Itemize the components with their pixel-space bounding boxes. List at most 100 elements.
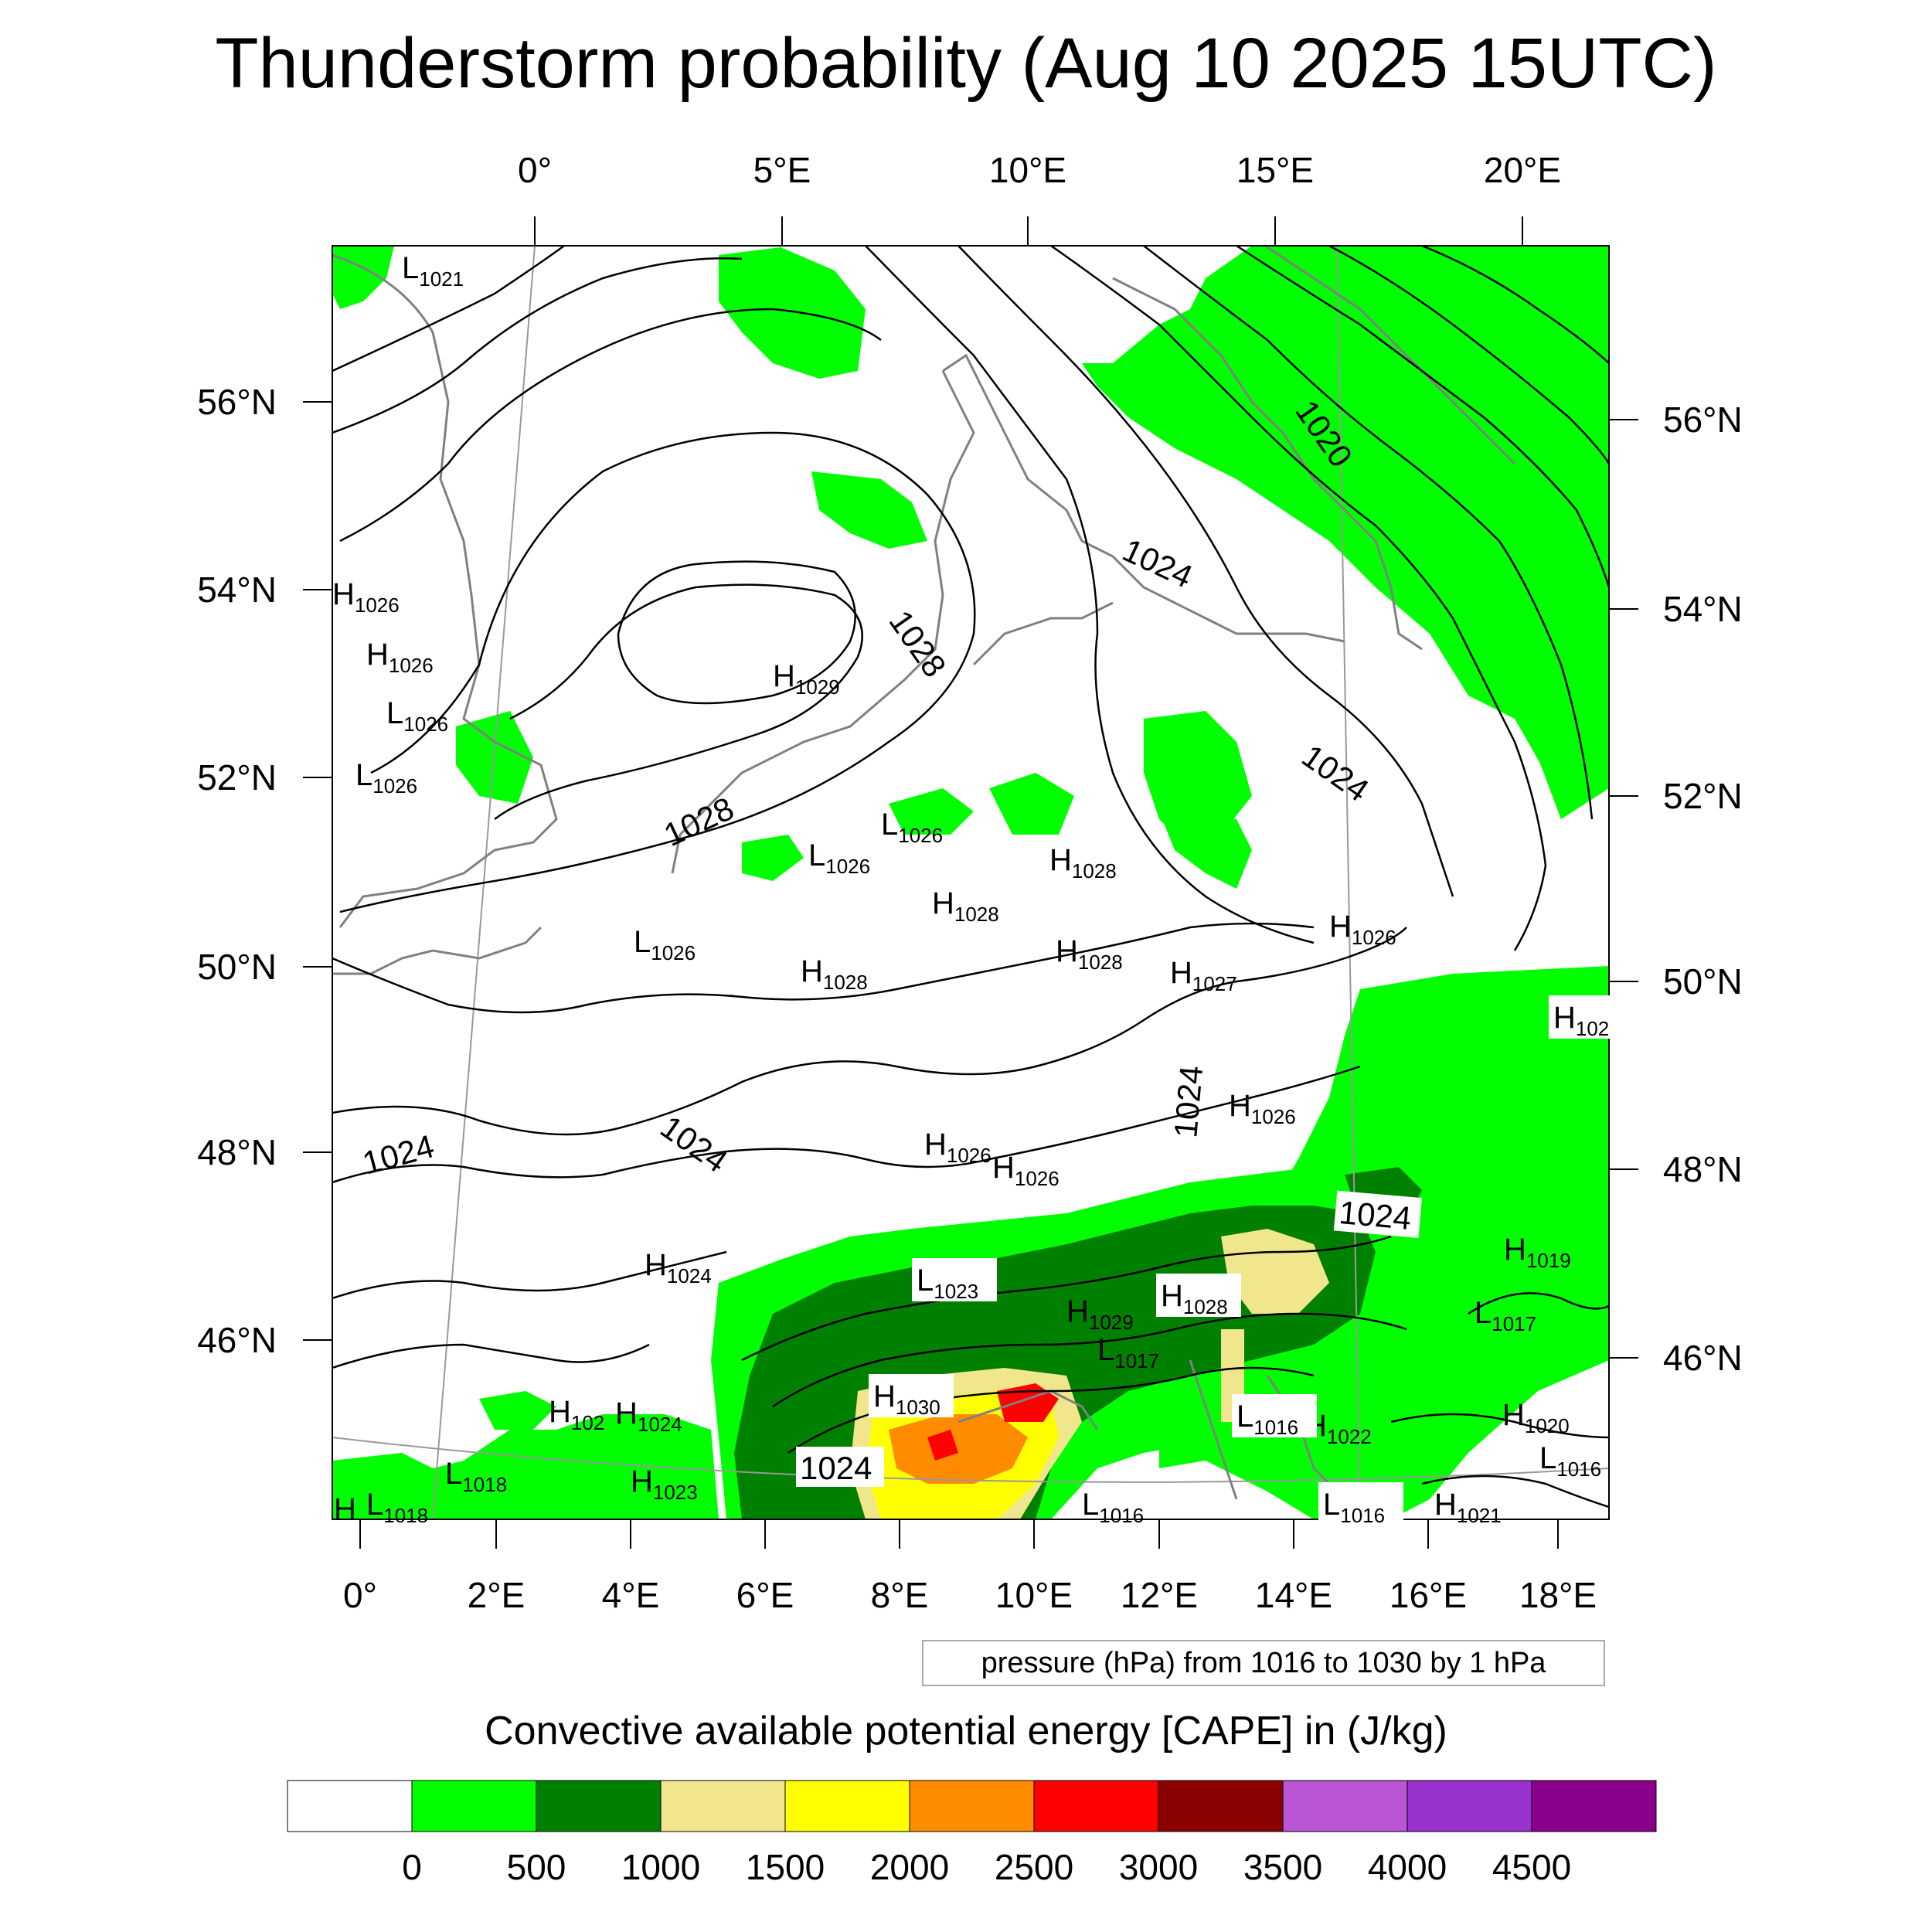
colorbar-tick-label: 2000 xyxy=(870,1847,949,1887)
isobar-label: 1028 xyxy=(882,604,953,683)
pressure-center-label: H1026 xyxy=(924,1128,992,1167)
right-lat-label: 54°N xyxy=(1663,589,1743,629)
pressure-center-label: L1026 xyxy=(634,925,696,964)
bottom-lon-label: 14°E xyxy=(1255,1575,1332,1615)
high-pressure-center: H1023 xyxy=(631,1464,698,1504)
pressure-center-label: L1021 xyxy=(402,251,464,291)
top-lon-label: 10°E xyxy=(989,150,1066,190)
pressure-center-label: H102 xyxy=(549,1395,604,1434)
bottom-lon-label: 0° xyxy=(343,1575,377,1615)
pressure-center-label: L1017 xyxy=(1475,1296,1536,1335)
cape-region-khaki-2 xyxy=(1221,1229,1329,1314)
bottom-lon-label: 16°E xyxy=(1389,1575,1467,1615)
colorbar-tick-label: 2500 xyxy=(995,1847,1073,1887)
pressure-center-label: H1029 xyxy=(1066,1294,1134,1334)
pressure-center-label: H1024 xyxy=(645,1248,712,1287)
high-pressure-center: H1028 xyxy=(1156,1274,1241,1318)
low-pressure-center: L1016 xyxy=(1082,1488,1144,1527)
pressure-center-label: H1019 xyxy=(1504,1233,1571,1272)
pressure-center-label: L1026 xyxy=(808,838,870,878)
cape-region-northsea xyxy=(719,247,866,379)
colorbar-swatch xyxy=(1282,1780,1408,1832)
pressure-center-label: H1026 xyxy=(992,1151,1060,1190)
left-lat-label: 46°N xyxy=(197,1320,277,1360)
colorbar-tick-label: 3500 xyxy=(1243,1847,1322,1887)
left-lat-label: 48°N xyxy=(197,1132,277,1172)
low-pressure-center: L1026 xyxy=(808,838,870,878)
colorbar-swatch xyxy=(784,1780,910,1832)
right-lat-labels: 56°N 54°N 52°N 50°N 48°N 46°N xyxy=(1663,400,1743,1378)
map-frame xyxy=(332,245,1610,1520)
cape-region-benelux xyxy=(742,835,804,881)
pressure-center-label: L1026 xyxy=(386,696,448,736)
low-pressure-center: L1026 xyxy=(355,758,417,798)
cape-region-germany xyxy=(989,773,1074,835)
left-lat-label: 54°N xyxy=(197,570,277,610)
low-pressure-center: L1021 xyxy=(402,251,464,291)
pressure-center-label: H1026 xyxy=(366,638,434,677)
left-lat-label: 50°N xyxy=(197,947,277,987)
bottom-lon-label: 12°E xyxy=(1121,1575,1198,1615)
colorbar-tick-label: 1000 xyxy=(621,1847,700,1887)
cape-region-scandinavia xyxy=(1406,246,1609,819)
high-pressure-center: H xyxy=(334,1492,356,1526)
isobar-label: 1024 xyxy=(1338,1194,1413,1236)
cape-region-denmark xyxy=(811,471,927,549)
high-pressure-center: H1026 xyxy=(1229,1089,1296,1128)
left-lat-label: 52°N xyxy=(197,757,277,798)
pressure-center-label: H1028 xyxy=(1056,934,1123,974)
right-lat-label: 48°N xyxy=(1663,1149,1743,1189)
high-pressure-center: H102 xyxy=(1549,995,1634,1040)
colorbar-swatch xyxy=(1033,1780,1159,1832)
pressure-center-label: H102 xyxy=(1553,1001,1609,1040)
pressure-center-label: L1026 xyxy=(355,758,417,798)
high-pressure-center: H1024 xyxy=(645,1248,712,1287)
high-pressure-center: H102 xyxy=(549,1395,604,1434)
contour-info-box: pressure (hPa) from 1016 to 1030 by 1 hP… xyxy=(922,1640,1605,1686)
axis-ticks xyxy=(303,216,1638,1549)
colorbar-tick-label: 500 xyxy=(507,1847,566,1887)
isobar-labels: 1020 1024 1028 1028 1024 1024 1024 1024 … xyxy=(359,393,1422,1487)
high-pressure-center: H1028 xyxy=(1049,843,1117,883)
top-lon-label: 15°E xyxy=(1236,150,1314,190)
high-pressure-center: H1029 xyxy=(773,659,840,699)
high-pressure-center: H1026 xyxy=(992,1151,1060,1190)
bottom-lon-label: 2°E xyxy=(468,1575,526,1615)
pressure-center-label: H1028 xyxy=(932,886,999,926)
pressure-center-label: H1024 xyxy=(615,1396,682,1436)
bottom-lon-label: 8°E xyxy=(871,1575,929,1615)
pressure-center-label: H1027 xyxy=(1170,956,1237,995)
pressure-center-label: L1023 xyxy=(917,1264,978,1303)
cape-region-nw xyxy=(332,246,394,309)
low-pressure-center: L1016 xyxy=(1318,1482,1403,1527)
colorbar-swatch xyxy=(660,1780,786,1832)
top-lon-label: 5°E xyxy=(753,150,811,190)
colorbar-tick-label: 1500 xyxy=(746,1847,825,1887)
low-pressure-center: L1016 xyxy=(1232,1394,1317,1439)
pressure-center-label: L1016 xyxy=(1539,1441,1601,1481)
left-lat-labels: 56°N 54°N 52°N 50°N 48°N 46°N xyxy=(197,382,277,1360)
colorbar: 0 500 1000 1500 2000 2500 3000 3500 4000 4500 xyxy=(287,1780,1657,1887)
colorbar-tick-label: 4500 xyxy=(1492,1847,1571,1887)
low-pressure-center: L1018 xyxy=(366,1488,428,1527)
colorbar-swatch xyxy=(909,1780,1035,1832)
colorbar-swatch xyxy=(1158,1780,1284,1832)
isobar-label: 1024 xyxy=(359,1128,437,1182)
bottom-lon-labels: 0° 2°E 4°E 6°E 8°E 10°E 12°E 14°E 16°E 1… xyxy=(343,1575,1597,1615)
high-pressure-center: H1019 xyxy=(1504,1233,1571,1272)
pressure-center-label: L1018 xyxy=(445,1457,507,1496)
pressure-center-label: H1021 xyxy=(1434,1488,1502,1527)
pressure-center-label: L1016 xyxy=(1323,1488,1385,1527)
right-lat-label: 52°N xyxy=(1663,776,1743,816)
top-lon-labels: 0° 5°E 10°E 15°E 20°E xyxy=(518,150,1561,190)
cape-region-uk xyxy=(456,711,533,804)
pressure-center-label: L1026 xyxy=(881,808,943,847)
pressure-center-label: L1016 xyxy=(1082,1488,1144,1527)
colorbar-swatch xyxy=(1531,1780,1657,1832)
colorbar-swatch xyxy=(536,1780,662,1832)
pressure-center-label: L1016 xyxy=(1236,1400,1298,1439)
pressure-center-label: H1023 xyxy=(631,1464,698,1504)
isobar-label: 1028 xyxy=(658,790,740,853)
cape-region-red-2 xyxy=(927,1430,958,1461)
